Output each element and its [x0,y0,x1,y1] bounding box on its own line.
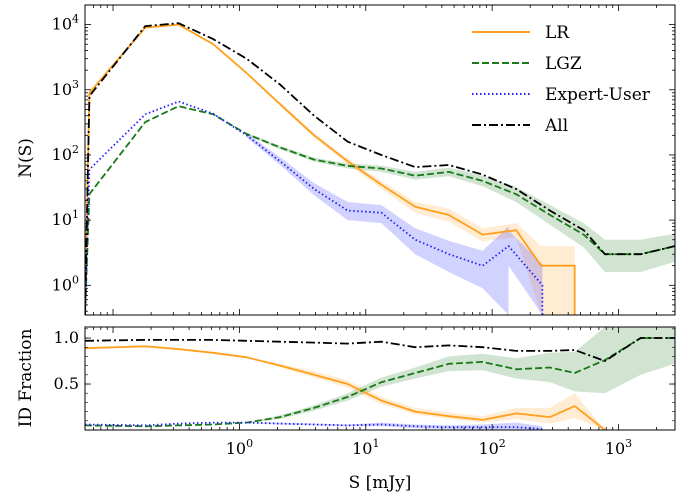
top-y-tick-label: 102 [52,143,79,164]
legend-label-lgz: LGZ [545,54,582,74]
bottom-y-tick-label: 1.0 [54,328,79,347]
legend: LR LGZ Expert-User All [472,23,651,136]
bottom-x-tick-label: 101 [352,437,379,458]
bottom-y-axis-label: ID Fraction [16,329,36,428]
top-panel-plot-area [85,22,675,315]
top-panel-frame [84,4,676,316]
bottom-panel-frame [84,326,676,431]
top-band-expert-user [246,133,543,315]
bottom-x-tick-label: 102 [478,437,505,458]
bottom-line-all [85,337,675,362]
legend-label-expert-user: Expert-User [545,85,651,105]
top-band-lgz [246,132,675,272]
bottom-x-tick-label: 103 [605,437,632,458]
bottom-line-lgz [85,337,675,428]
top-y-axis-label: N(S) [16,138,36,178]
top-line-expert-user [85,100,544,315]
top-line-lr [85,23,576,315]
top-y-tick-label: 104 [52,13,79,34]
bottom-line-lr [85,345,606,430]
bottom-y-tick-label: 0.5 [54,374,79,393]
bottom-band-expert-user [85,422,543,430]
legend-label-all: All [544,116,568,136]
legend-label-lr: LR [545,23,570,43]
bottom-line-expert-user [85,421,543,430]
top-line-all [85,22,675,315]
bottom-panel-plot-area [85,327,675,430]
bottom-band-lr [85,346,605,430]
bottom-x-tick-label: 100 [226,437,253,458]
top-panel-ticks: 100 101 102 103 104 [52,4,675,315]
top-line-lgz [85,105,675,315]
bottom-band-lgz [85,327,675,427]
top-y-tick-label: 103 [52,78,79,99]
top-y-tick-label: 100 [52,273,79,294]
top-band-lr [280,102,575,315]
top-y-tick-label: 101 [52,208,79,229]
x-axis-label: S [mJy] [349,473,412,493]
